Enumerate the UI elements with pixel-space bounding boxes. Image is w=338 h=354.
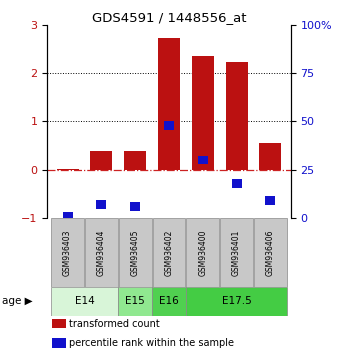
Bar [63, 212, 73, 221]
Bar [91, 151, 113, 170]
Bar [51, 287, 118, 316]
Bar [153, 218, 186, 287]
Text: GSM936401: GSM936401 [232, 229, 241, 276]
Text: GSM936403: GSM936403 [63, 229, 72, 276]
Bar [198, 156, 208, 164]
Text: GSM936406: GSM936406 [266, 229, 275, 276]
Text: E16: E16 [159, 296, 179, 307]
Text: E15: E15 [125, 296, 145, 307]
Bar [265, 196, 275, 205]
Bar [124, 151, 146, 170]
Text: GSM936404: GSM936404 [97, 229, 106, 276]
Text: GSM936405: GSM936405 [131, 229, 140, 276]
Text: transformed count: transformed count [69, 319, 160, 329]
Title: GDS4591 / 1448556_at: GDS4591 / 1448556_at [92, 11, 246, 24]
Bar [186, 287, 287, 316]
Bar [52, 319, 66, 329]
Bar [158, 38, 180, 170]
Bar [164, 121, 174, 130]
Bar [118, 287, 152, 316]
Bar [51, 218, 84, 287]
Bar [152, 287, 186, 316]
Bar [192, 56, 214, 170]
Text: GSM936400: GSM936400 [198, 229, 207, 276]
Bar [220, 218, 253, 287]
Bar [119, 218, 152, 287]
Text: age ▶: age ▶ [2, 296, 32, 307]
Bar [85, 218, 118, 287]
Bar [187, 218, 219, 287]
Bar [226, 62, 247, 170]
Text: E14: E14 [75, 296, 94, 307]
Text: percentile rank within the sample: percentile rank within the sample [69, 338, 234, 348]
Bar [130, 202, 140, 211]
Bar [260, 143, 282, 170]
Bar [57, 169, 78, 170]
Text: E17.5: E17.5 [222, 296, 251, 307]
Bar [52, 338, 66, 348]
Bar [96, 200, 106, 209]
Bar [254, 218, 287, 287]
Text: GSM936402: GSM936402 [165, 229, 173, 276]
Bar [232, 179, 242, 188]
